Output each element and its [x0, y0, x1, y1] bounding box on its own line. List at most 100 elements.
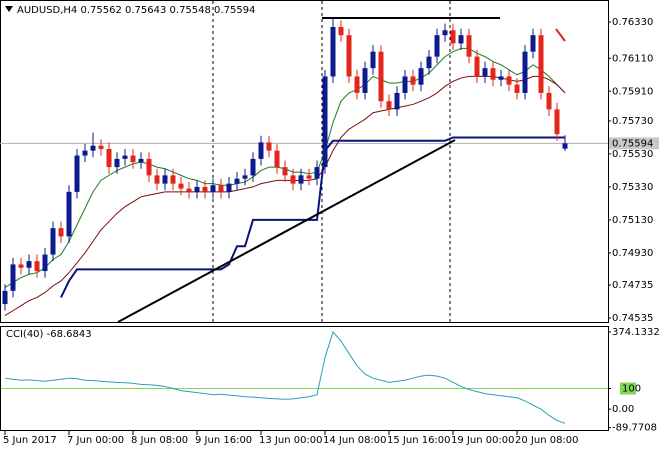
candle-body	[530, 35, 536, 52]
cci-line	[4, 330, 566, 424]
candle-body	[546, 92, 552, 110]
x-tick-label: 8 Jun 08:00	[131, 435, 188, 446]
candle-body	[506, 76, 512, 85]
symbol-icon	[5, 6, 13, 12]
candle-body	[354, 76, 360, 93]
x-tick-label: 9 Jun 16:00	[195, 435, 252, 446]
y-tick-label: 0.75130	[612, 215, 653, 226]
candle-body	[338, 26, 344, 36]
candle-body	[2, 290, 8, 305]
candle-body	[426, 56, 432, 69]
candle-body	[178, 183, 184, 189]
candle-body	[378, 51, 384, 102]
x-tick-label: 20 Jun 08:00	[515, 435, 579, 446]
cci-pane-frame	[0, 326, 609, 431]
candle-body	[466, 35, 472, 57]
x-tick-label: 7 Jun 00:00	[67, 435, 124, 446]
y-tick-label: 0.75910	[612, 86, 653, 97]
candle-body	[170, 175, 176, 184]
candle-body	[490, 68, 496, 80]
price-pane-frame	[0, 0, 609, 323]
x-tick-label: 13 Jun 00:00	[259, 435, 323, 446]
candle-body	[42, 254, 48, 272]
candle-body	[346, 35, 352, 77]
x-tick-label: 5 Jun 2017	[3, 435, 57, 446]
candle-body	[10, 264, 16, 291]
candle-body	[434, 35, 440, 57]
y-tick-label: 0.75730	[612, 116, 653, 127]
candle-body	[138, 158, 144, 163]
candle-body	[282, 167, 288, 176]
y-tick-label: 0.75530	[612, 149, 653, 160]
y-tick-label: 0.00	[612, 404, 634, 415]
candle-body	[106, 148, 112, 168]
candle-body	[226, 183, 232, 192]
y-tick-label: 0.74535	[612, 313, 653, 324]
candle-body	[162, 175, 168, 184]
candle-body	[370, 51, 376, 69]
candle-body	[450, 30, 456, 44]
candle-body	[458, 35, 464, 44]
candle-body	[258, 142, 264, 159]
last-price-box	[609, 137, 659, 150]
drawn-line	[555, 28, 566, 42]
candle-body	[58, 228, 64, 237]
candle-body	[218, 185, 224, 192]
last-price-label: 0.75594	[612, 138, 653, 149]
y-tick-label: 0.74930	[612, 248, 653, 259]
candle-body	[210, 185, 216, 192]
candle-body	[34, 261, 40, 272]
candle-body	[74, 155, 80, 192]
y-tick-label: -89.7708	[612, 423, 657, 434]
x-tick-label: 15 Jun 16:00	[387, 435, 451, 446]
candle-body	[122, 155, 128, 159]
candle-body	[266, 142, 272, 151]
candle-body	[418, 68, 424, 85]
y-tick-label: 0.74735	[612, 280, 653, 291]
y-tick-label: 374.1332	[612, 327, 660, 338]
chart-title: AUDUSD,H4 0.75562 0.75643 0.75548 0.7559…	[17, 5, 255, 16]
candle-body	[514, 84, 520, 93]
candle-body	[242, 175, 248, 179]
candle-body	[538, 35, 544, 93]
candle-body	[554, 109, 560, 135]
trend-line	[117, 139, 456, 323]
candle-body	[314, 167, 320, 179]
candle-body	[330, 26, 336, 77]
overlay-line	[60, 136, 565, 298]
level-label-box	[620, 382, 636, 395]
candle-body	[154, 175, 160, 184]
candle-body	[26, 261, 32, 268]
candle-body	[114, 158, 120, 168]
candle-body	[50, 228, 56, 255]
candle-body	[386, 101, 392, 110]
candle-body	[362, 68, 368, 93]
x-tick-label: 14 Jun 08:00	[323, 435, 387, 446]
candle-body	[146, 158, 152, 176]
candle-body	[394, 92, 400, 110]
candle-body	[442, 30, 448, 36]
candle-body	[90, 145, 96, 151]
candle-body	[474, 56, 480, 77]
candle-body	[402, 76, 408, 93]
candle-body	[66, 191, 72, 237]
candle-body	[234, 178, 240, 184]
candle-body	[410, 76, 416, 85]
candle-body	[130, 155, 136, 163]
candle-body	[194, 186, 200, 192]
candle-body	[562, 143, 568, 149]
y-tick-label: 0.75330	[612, 182, 653, 193]
marks: 0.76330 0.76110 0.75910 0.75730 0.75530 0.753…	[0, 17, 660, 446]
candle-body	[322, 76, 328, 168]
candle-body	[306, 175, 312, 179]
y-tick-label: 0.76110	[612, 53, 653, 64]
candle-body	[202, 186, 208, 192]
candle-body	[274, 150, 280, 168]
candle-body	[98, 145, 104, 149]
y-tick-label: 0.76330	[612, 17, 653, 28]
candle-body	[498, 76, 504, 80]
candle-body	[482, 68, 488, 77]
